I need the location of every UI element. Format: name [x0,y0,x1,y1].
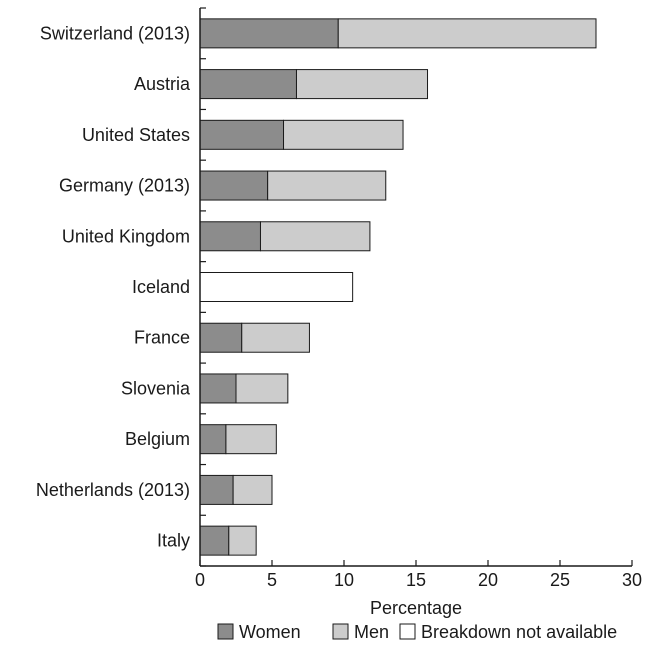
legend-swatch-men [332,623,349,640]
bar-united-kingdom-men [259,221,371,252]
legend-swatch-women [217,623,234,640]
bars-layer [199,18,597,556]
bar-france-men [241,322,310,353]
bar-united-states-men [283,119,404,150]
category-label: Iceland [132,277,190,297]
category-labels: Switzerland (2013) Austria United States Ge… [36,23,191,550]
bar-united-kingdom-women [199,221,261,252]
bar-austria-women [199,69,297,100]
legend-label-men: Men [354,622,389,642]
category-label: United Kingdom [62,226,190,246]
bar-switzerland-2013--women [199,18,339,49]
x-axis-ticks: 0 5 10 15 20 25 30 [195,560,642,590]
category-label: Switzerland (2013) [40,23,190,43]
bar-slovenia-men [235,373,289,404]
bar-germany-2013--women [199,170,269,201]
legend: Women Men Breakdown not available [217,622,617,642]
bar-italy-men [228,525,257,556]
x-axis-label: Percentage [370,598,462,618]
legend-label-breakdown-not-available: Breakdown not available [421,622,617,642]
bar-belgium-women [199,424,227,455]
x-tick-label: 25 [550,570,570,590]
legend-label-women: Women [239,622,301,642]
category-label: Austria [134,74,191,94]
bar-italy-women [199,525,230,556]
x-tick-label: 30 [622,570,642,590]
bar-slovenia-women [199,373,237,404]
x-tick-label: 15 [406,570,426,590]
category-label: France [134,328,190,348]
bar-iceland-breakdown-not-available [199,272,354,302]
category-label: United States [82,125,190,145]
x-tick-label: 0 [195,570,205,590]
bar-switzerland-2013--men [337,18,597,49]
x-tick-label: 5 [267,570,277,590]
legend-swatch-breakdown-not-available [399,623,416,640]
category-label: Italy [157,531,190,551]
category-label: Belgium [125,429,190,449]
category-label: Netherlands (2013) [36,480,190,500]
bar-united-states-women [199,119,285,150]
category-label: Slovenia [121,378,191,398]
category-label: Germany (2013) [59,176,190,196]
bar-belgium-men [225,424,277,455]
x-tick-label: 20 [478,570,498,590]
bar-germany-2013--men [267,170,387,201]
bar-netherlands-2013--men [232,474,273,505]
bar-netherlands-2013--women [199,474,234,505]
x-tick-label: 10 [334,570,354,590]
bar-france-women [199,322,243,353]
bar-austria-men [295,69,429,100]
